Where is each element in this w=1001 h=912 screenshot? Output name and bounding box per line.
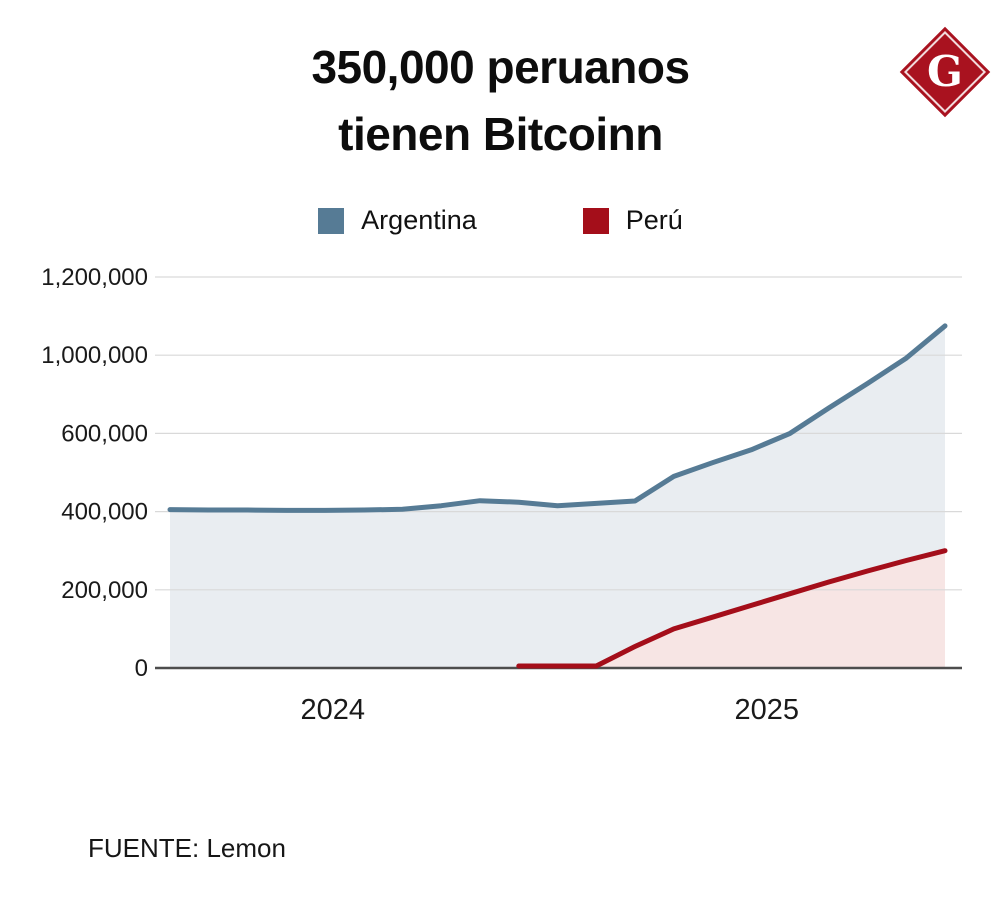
- chart-title-line1: 350,000 peruanos: [311, 41, 690, 93]
- svg-text:2024: 2024: [301, 694, 366, 726]
- legend-swatch-argentina-icon: [318, 207, 345, 234]
- legend-item-argentina: Argentina: [318, 205, 477, 236]
- svg-text:400,000: 400,000: [61, 499, 148, 526]
- svg-text:2025: 2025: [735, 694, 800, 726]
- chart-legend: Argentina Perú: [0, 205, 1001, 236]
- chart-title-line2: tienen Bitcoinn: [338, 107, 663, 160]
- logo-diamond-icon: G: [899, 26, 991, 118]
- svg-text:1,000,000: 1,000,000: [41, 342, 148, 369]
- source-note: FUENTE: Lemon: [88, 833, 286, 863]
- chart-title: 350,000 peruanos tienen Bitcoinn: [0, 34, 1001, 167]
- logo-letter: G: [927, 47, 963, 96]
- legend-label-argentina: Argentina: [361, 205, 477, 235]
- legend-label-peru: Perú: [625, 205, 683, 235]
- svg-text:0: 0: [135, 655, 148, 682]
- legend-item-peru: Perú: [582, 205, 683, 236]
- svg-text:200,000: 200,000: [61, 577, 148, 604]
- legend-swatch-peru-icon: [582, 207, 609, 234]
- gestion-logo: G: [897, 24, 993, 120]
- svg-text:1,200,000: 1,200,000: [41, 264, 148, 291]
- svg-text:600,000: 600,000: [61, 420, 148, 447]
